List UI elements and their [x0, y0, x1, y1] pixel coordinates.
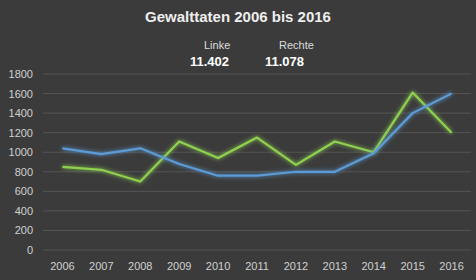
y-tick-label: 1600 [9, 88, 33, 100]
y-tick-label: 1200 [9, 127, 33, 139]
x-tick-label: 2014 [361, 260, 385, 272]
legend-label: Linke [204, 39, 230, 51]
x-tick-label: 2015 [400, 260, 424, 272]
y-tick-label: 1400 [9, 107, 33, 119]
title: Gewalttaten 2006 bis 2016 [145, 8, 331, 25]
series-line [62, 94, 451, 176]
legend-total: 11.078 [265, 54, 304, 69]
y-tick-label: 600 [15, 185, 33, 197]
y-tick-label: 1000 [9, 146, 33, 158]
plot-area [62, 93, 451, 182]
x-tick-label: 2013 [323, 260, 347, 272]
chart-root: Gewalttaten 2006 bis 2016 0 200 400 600 800 10… [0, 0, 476, 280]
legend-label: Rechte [279, 39, 314, 51]
x-tick-label: 2010 [206, 260, 230, 272]
grid-line [43, 93, 471, 94]
legend-total: 11.402 [190, 54, 229, 69]
grid-line [43, 230, 471, 231]
y-tick-label: 0 [27, 244, 33, 256]
y-tick-label: 800 [15, 166, 33, 178]
y-tick-label: 200 [15, 224, 33, 236]
grid-line [43, 132, 471, 133]
y-tick-label: 400 [15, 205, 33, 217]
grid-line [43, 74, 471, 75]
y-tick-label: 1800 [9, 68, 33, 80]
x-tick-label: 2009 [167, 260, 191, 272]
legend-swatch [255, 44, 275, 46]
x-tick-label: 2012 [284, 260, 308, 272]
grid-line [43, 113, 471, 114]
x-tick-label: 2007 [89, 260, 113, 272]
x-tick-label: 2011 [245, 260, 269, 272]
x-tick-label: 2006 [50, 260, 74, 272]
grid-line [43, 191, 471, 192]
grid-line [43, 210, 471, 211]
grid-line [43, 250, 471, 251]
x-tick-label: 2008 [128, 260, 152, 272]
chart-svg: Gewalttaten 2006 bis 2016 0 200 400 600 800 10… [0, 0, 476, 280]
series-line [62, 93, 451, 182]
legend-swatch [180, 44, 200, 46]
x-tick-label: 2016 [439, 260, 463, 272]
